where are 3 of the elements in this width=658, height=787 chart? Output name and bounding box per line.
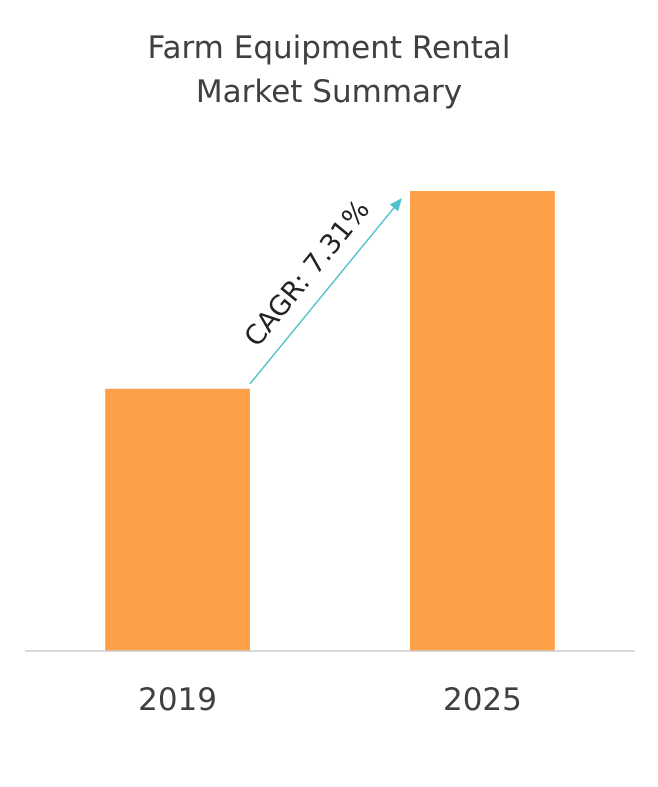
chart-title: Farm Equipment Rental Market Summary — [148, 30, 510, 110]
x-tick-label: 2025 — [442, 682, 522, 718]
x-tick-label: 2019 — [138, 682, 218, 718]
